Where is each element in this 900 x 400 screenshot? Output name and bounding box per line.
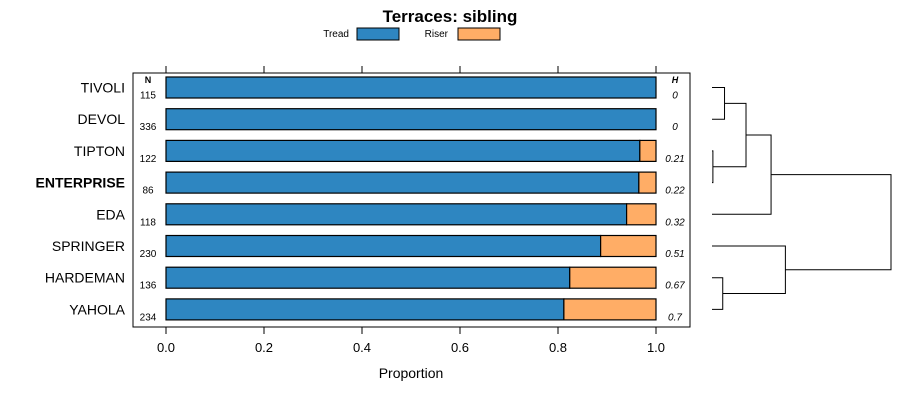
category-label: ENTERPRISE [36, 175, 125, 191]
category-label: TIPTON [74, 143, 125, 159]
legend-swatch-tread [356, 27, 400, 41]
category-label: HARDEMAN [45, 270, 125, 286]
bars-group [165, 76, 657, 321]
h-value-label: 0.21 [665, 154, 684, 165]
category-label: TIVOLI [81, 80, 125, 96]
plot-frame [132, 72, 691, 328]
bar-segment-riser-tipton [639, 139, 657, 162]
bar-segment-riser-yahola [563, 298, 657, 321]
h-value-label: 0.67 [665, 281, 685, 292]
n-value-label: 234 [140, 312, 157, 323]
n-value-label: 230 [140, 249, 157, 260]
legend: Tread Riser [323, 27, 501, 41]
dendrogram-branch [712, 102, 747, 168]
n-value-label: 336 [140, 122, 157, 133]
legend-swatch-riser [457, 27, 501, 41]
x-tick-label: 0.8 [549, 340, 567, 355]
n-value-label: 118 [140, 217, 156, 228]
n-value-label: 115 [140, 91, 156, 102]
bar-segment-tread-hardeman [165, 266, 571, 289]
x-tick-label: 0.6 [451, 340, 469, 355]
n-value-label: 122 [140, 154, 157, 165]
n-labels: 115 336 122 86 118 230 136 234 [140, 91, 157, 324]
category-label: YAHOLA [69, 301, 125, 317]
dendrogram-branch [712, 150, 714, 184]
bar-segment-riser-springer [600, 234, 657, 258]
bar-segment-riser-hardeman [569, 266, 657, 289]
bar-segment-tread-enterprise [165, 171, 640, 194]
h-value-label: 0.22 [665, 186, 685, 197]
legend-label-riser: Riser [425, 29, 449, 40]
x-tick-label: 1.0 [647, 340, 665, 355]
category-label: DEVOL [78, 111, 126, 127]
dendrogram-branch [712, 277, 724, 310]
x-tick-label: 0.2 [255, 340, 273, 355]
x-tick-label: 0.4 [353, 340, 371, 355]
bar-segment-tread-eda [165, 203, 628, 226]
bar-segment-riser-enterprise [638, 171, 657, 194]
bar-segment-riser-eda [625, 203, 657, 226]
category-labels: TIVOLI DEVOL TIPTON ENTERPRISE EDA SPRINGER HA… [36, 80, 126, 318]
category-label: SPRINGER [52, 238, 125, 254]
bar-segment-tread-yahola [165, 298, 565, 321]
x-tick-label: 0.0 [157, 340, 175, 355]
axes-group: 0.0 0.2 0.4 0.6 0.8 1.0 [157, 66, 665, 355]
h-value-label: 0.51 [665, 249, 684, 260]
bar-segment-tread-tipton [165, 139, 641, 162]
h-value-label: 0 [672, 91, 678, 102]
dendrogram-branch [771, 174, 892, 271]
legend-label-tread: Tread [323, 29, 349, 40]
n-value-label: 86 [142, 186, 154, 197]
h-value-label: 0.7 [668, 312, 682, 323]
bar-segment-tread-springer [165, 234, 602, 258]
dendrogram-branch [712, 87, 726, 120]
h-labels: 0 0 0.21 0.22 0.32 0.51 0.67 0.7 [665, 91, 685, 324]
dendrogram-branch [712, 134, 772, 215]
bar-segment-tread-devol [165, 108, 657, 131]
n-column-header: N [145, 75, 152, 85]
h-value-label: 0 [672, 122, 678, 133]
dendrogram [712, 87, 892, 310]
chart-title: Terraces: sibling [383, 7, 518, 26]
x-axis-title: Proportion [379, 365, 444, 381]
h-column-header: H [672, 75, 679, 85]
h-value-label: 0.32 [665, 217, 685, 228]
n-value-label: 136 [140, 281, 157, 292]
category-label: EDA [96, 206, 125, 222]
bar-segment-tread-tivoli [165, 76, 657, 99]
